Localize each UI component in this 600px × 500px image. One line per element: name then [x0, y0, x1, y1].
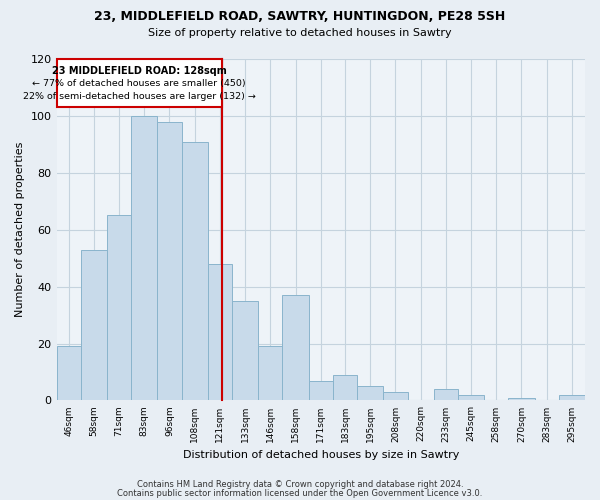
Bar [508, 398, 535, 400]
Bar [383, 392, 407, 400]
Bar [258, 346, 283, 401]
Text: 23, MIDDLEFIELD ROAD, SAWTRY, HUNTINGDON, PE28 5SH: 23, MIDDLEFIELD ROAD, SAWTRY, HUNTINGDON… [94, 10, 506, 23]
Bar [333, 375, 357, 400]
Bar [131, 116, 157, 401]
Bar [458, 394, 484, 400]
Text: 22% of semi-detached houses are larger (132) →: 22% of semi-detached houses are larger (… [23, 92, 256, 100]
Text: Contains public sector information licensed under the Open Government Licence v3: Contains public sector information licen… [118, 488, 482, 498]
Bar [157, 122, 182, 400]
Y-axis label: Number of detached properties: Number of detached properties [15, 142, 25, 318]
Text: Size of property relative to detached houses in Sawtry: Size of property relative to detached ho… [148, 28, 452, 38]
Text: 23 MIDDLEFIELD ROAD: 128sqm: 23 MIDDLEFIELD ROAD: 128sqm [52, 66, 227, 76]
Bar [208, 264, 232, 400]
Bar [559, 394, 585, 400]
Bar [357, 386, 383, 400]
Bar [232, 301, 258, 400]
Bar [56, 59, 222, 108]
Bar [434, 389, 458, 400]
Bar [56, 346, 81, 401]
Bar [308, 380, 333, 400]
Bar [182, 142, 208, 400]
Bar [107, 216, 131, 400]
Bar [81, 250, 107, 400]
Text: ← 77% of detached houses are smaller (450): ← 77% of detached houses are smaller (45… [32, 79, 246, 88]
Text: Contains HM Land Registry data © Crown copyright and database right 2024.: Contains HM Land Registry data © Crown c… [137, 480, 463, 489]
Bar [283, 295, 308, 401]
X-axis label: Distribution of detached houses by size in Sawtry: Distribution of detached houses by size … [182, 450, 459, 460]
